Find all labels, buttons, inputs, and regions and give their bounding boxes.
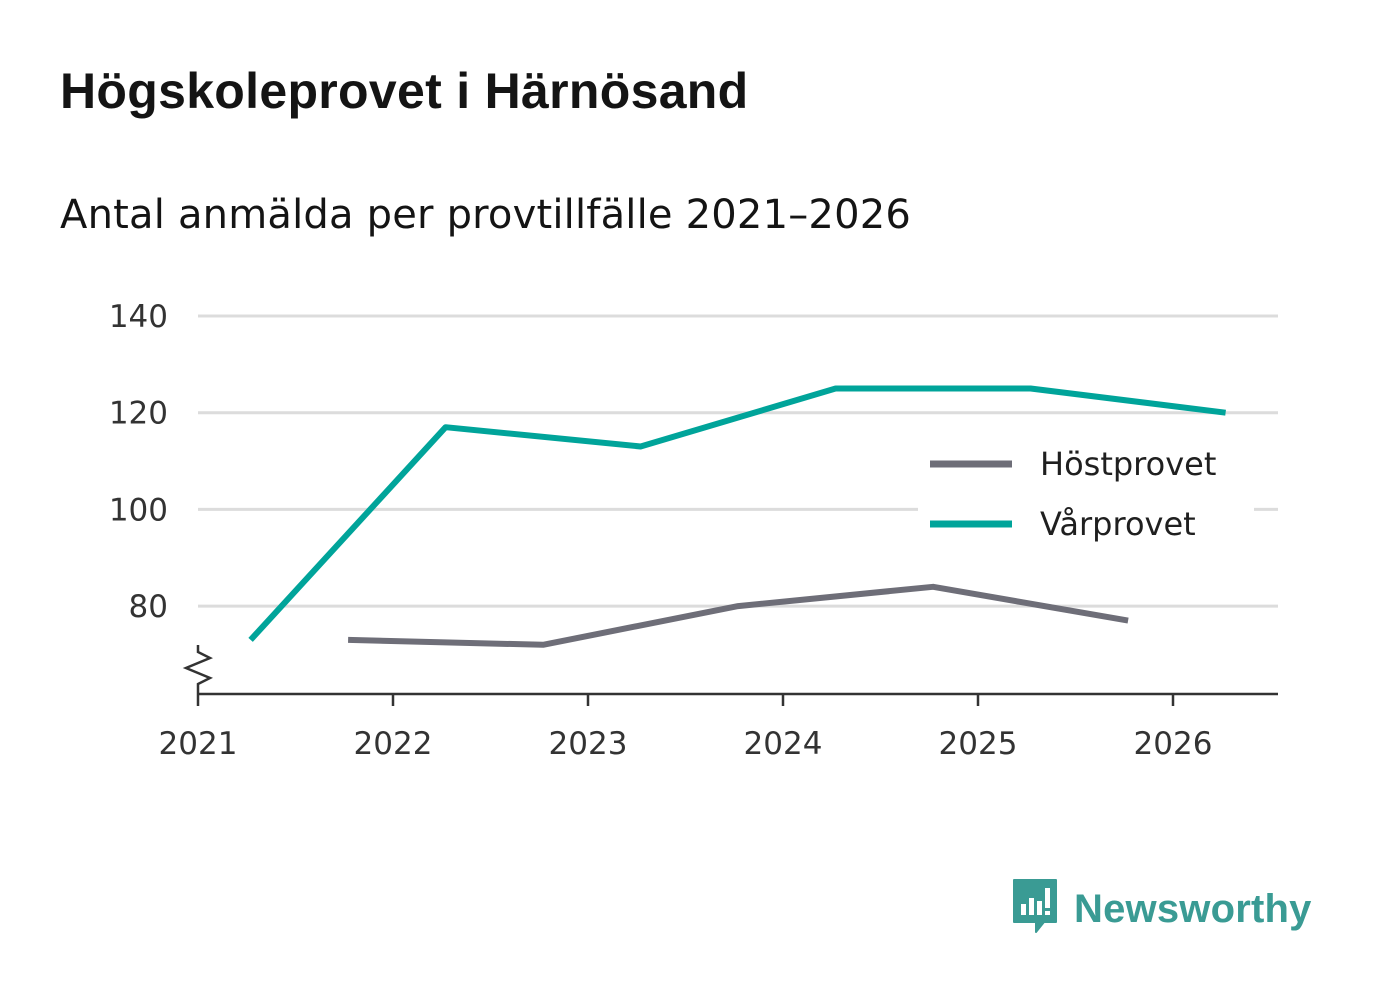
newsworthy-logo-icon	[1010, 876, 1060, 942]
legend-label-varprovet: Vårprovet	[1040, 505, 1196, 543]
legend-label-hostprovet: Höstprovet	[1040, 445, 1216, 483]
y-tick-label-120: 120	[109, 396, 168, 432]
y-tick-label-100: 100	[109, 492, 168, 528]
chart-subtitle: Antal anmälda per provtillfälle 2021–202…	[60, 192, 912, 238]
newsworthy-logo-text: Newsworthy	[1074, 886, 1312, 931]
y-tick-label-80: 80	[129, 589, 168, 625]
x-tick-label-2023: 2023	[549, 726, 628, 762]
legend: Höstprovet Vårprovet	[918, 430, 1254, 550]
legend-background	[918, 430, 1254, 550]
x-tick-label-2026: 2026	[1134, 726, 1213, 762]
x-tick-label-2025: 2025	[939, 726, 1018, 762]
series-lines	[248, 385, 1226, 648]
chart-title: Högskoleprovet i Härnösand	[60, 63, 749, 119]
series-line-hostprovet	[348, 583, 1129, 648]
x-tick-label-2022: 2022	[354, 726, 433, 762]
series-line-varprovet	[248, 385, 1226, 642]
x-axis: 2021 2022 2023 2024 2025 2026	[159, 645, 1278, 762]
x-tick-label-2024: 2024	[744, 726, 823, 762]
x-tick-label-2021: 2021	[159, 726, 238, 762]
y-axis-ticks: 80 100 120 140	[109, 299, 168, 625]
newsworthy-logo[interactable]: Newsworthy	[1010, 878, 1312, 940]
y-axis-break	[182, 645, 214, 694]
y-tick-label-140: 140	[109, 299, 168, 335]
